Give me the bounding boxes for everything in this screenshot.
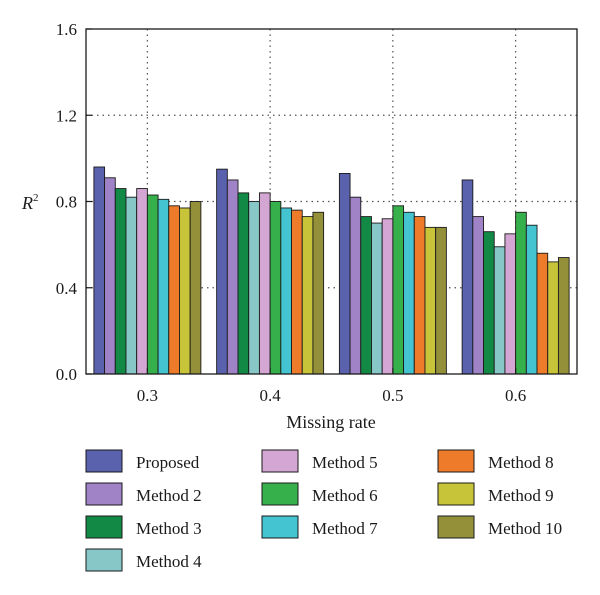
bar xyxy=(114,188,127,375)
x-tick-label: 0.5 xyxy=(382,386,403,405)
bar xyxy=(360,216,372,375)
legend-swatch xyxy=(261,482,299,506)
legend-swatch xyxy=(85,482,123,506)
bar xyxy=(312,211,325,375)
bar xyxy=(269,201,282,375)
bar xyxy=(216,168,228,375)
y-tick-label: 1.6 xyxy=(56,20,77,39)
bar xyxy=(536,252,549,375)
legend-label: Method 2 xyxy=(136,486,202,505)
bar xyxy=(547,261,559,375)
x-tick-label: 0.3 xyxy=(137,386,158,405)
bar xyxy=(483,231,495,375)
bar xyxy=(280,207,292,375)
y-tick-label: 0.4 xyxy=(56,279,78,298)
legend-swatch xyxy=(85,515,123,539)
bar xyxy=(515,211,527,375)
legend-label: Method 9 xyxy=(488,486,554,505)
bar xyxy=(461,179,474,375)
legend-label: Method 4 xyxy=(136,552,202,571)
legend-label: Method 10 xyxy=(488,519,562,538)
bar xyxy=(168,205,180,375)
bar xyxy=(493,246,506,375)
y-axis-title-sup: 2 xyxy=(33,192,39,204)
legend-label: Method 7 xyxy=(312,519,378,538)
bar xyxy=(301,216,314,375)
y-axis-title-main: R xyxy=(21,193,33,213)
legend-label: Method 5 xyxy=(312,453,378,472)
legend-swatch xyxy=(85,548,123,572)
bar xyxy=(504,233,517,375)
legend-label: Method 3 xyxy=(136,519,202,538)
y-axis-title: R2 xyxy=(21,192,39,213)
x-axis-title: Missing rate xyxy=(286,412,376,432)
bar xyxy=(371,222,383,375)
bar xyxy=(392,205,405,375)
legend-swatch xyxy=(261,449,299,473)
bar xyxy=(136,188,148,375)
bar xyxy=(413,216,426,375)
bar xyxy=(424,226,437,375)
bar xyxy=(226,179,239,375)
bar xyxy=(403,211,415,375)
legend-swatch xyxy=(437,515,475,539)
bar xyxy=(237,192,250,375)
bar xyxy=(146,194,159,375)
bar xyxy=(157,198,170,375)
bar xyxy=(338,173,351,375)
x-tick-label: 0.6 xyxy=(505,386,526,405)
x-axis: 0.3 0.4 0.5 0.6 xyxy=(137,368,526,405)
y-tick-label: 1.2 xyxy=(56,106,77,125)
y-axis: 0.0 0.4 0.8 1.2 1.6 xyxy=(56,20,92,384)
legend-swatch xyxy=(437,449,475,473)
legend-label: Method 6 xyxy=(312,486,378,505)
y-tick-label: 0.8 xyxy=(56,193,77,212)
bar xyxy=(179,207,191,375)
x-tick-label: 0.4 xyxy=(260,386,282,405)
bar xyxy=(125,196,138,375)
legend-label: Method 8 xyxy=(488,453,554,472)
legend-swatch xyxy=(261,515,299,539)
bar xyxy=(525,224,538,375)
bar xyxy=(93,166,106,375)
bar xyxy=(381,218,394,375)
bar xyxy=(557,257,570,375)
bar xyxy=(472,216,484,375)
bar xyxy=(435,226,447,375)
bar xyxy=(189,201,202,375)
bar xyxy=(349,196,362,375)
y-tick-label: 0.0 xyxy=(56,365,77,384)
bars xyxy=(93,166,570,375)
bar xyxy=(258,192,271,375)
legend-label: Proposed xyxy=(136,453,200,472)
legend-swatch xyxy=(437,482,475,506)
bar xyxy=(104,177,116,375)
bar xyxy=(291,209,303,375)
legend: Proposed Method 2 Method 3 Method 4 Method 5… xyxy=(85,449,562,572)
bar xyxy=(248,201,260,375)
legend-swatch xyxy=(85,449,123,473)
